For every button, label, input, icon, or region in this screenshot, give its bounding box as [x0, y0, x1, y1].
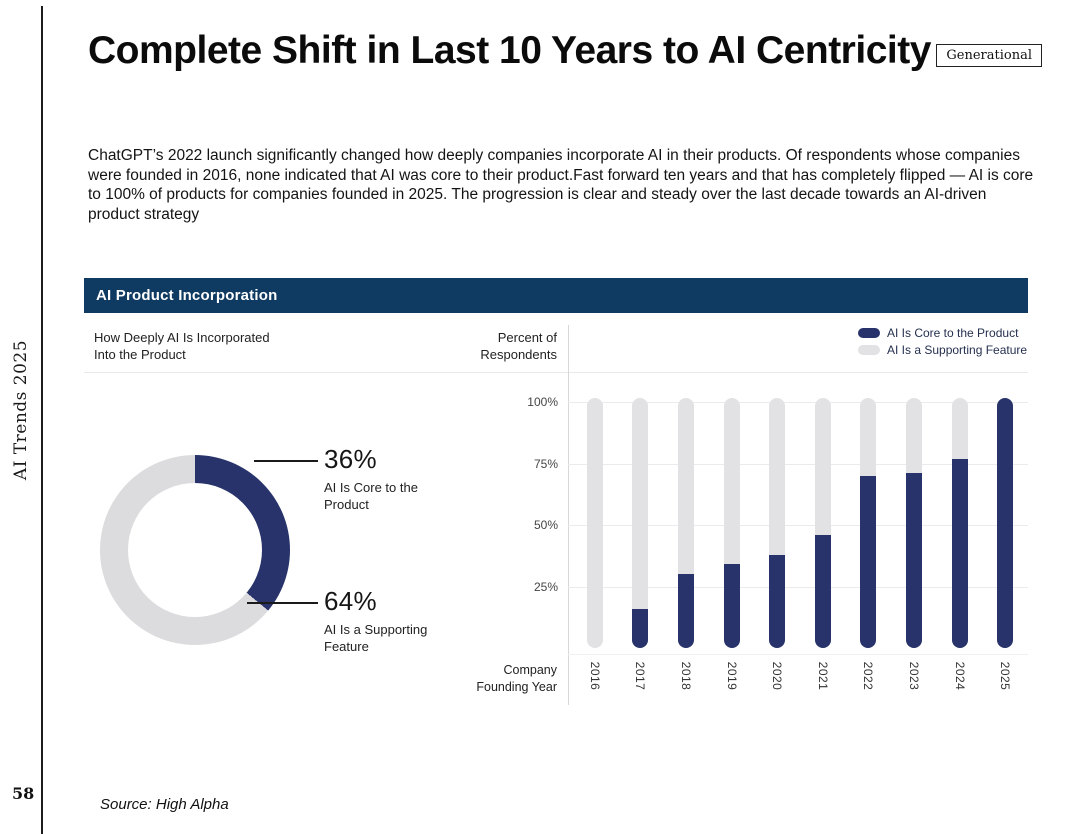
panel-title: AI Product Incorporation: [96, 287, 278, 304]
donut-chart: [100, 455, 290, 645]
x-tick-label-2021: 2021: [815, 661, 830, 691]
x-tick-label-2024: 2024: [952, 661, 967, 691]
x-axis-baseline: [568, 654, 1028, 655]
bar-supporting-2016: [586, 398, 603, 648]
intro-paragraph: ChatGPT’s 2022 launch significantly chan…: [88, 147, 1034, 224]
chart-top-divider: [84, 372, 1028, 373]
legend-swatch: [858, 328, 880, 338]
page-number: 58: [12, 784, 35, 803]
x-axis-title: Company Founding Year: [476, 663, 557, 694]
source-note: Source: High Alpha: [100, 796, 229, 813]
gridline-25: [568, 586, 1028, 588]
bar-core-2020: [769, 555, 786, 648]
legend-label: AI Is a Supporting Feature: [887, 343, 1028, 357]
y-axis-title: Percent of Respondents: [480, 330, 557, 362]
gridline-100: [568, 402, 1028, 403]
x-tick-label-2022: 2022: [861, 661, 876, 691]
x-tick-label-2020: 2020: [770, 661, 785, 691]
core-percentage: 36%: [324, 444, 377, 474]
panel-title-bar: AI Product Incorporation: [84, 278, 1028, 313]
core-callout-line: [254, 460, 318, 462]
gridline-50: [568, 525, 1028, 526]
x-tick-label-2016: 2016: [587, 661, 602, 691]
legend-item: AI Is a Supporting Feature: [858, 343, 1027, 357]
panel-body: How Deeply AI Is Incorporated Into the P…: [84, 313, 1028, 710]
bar-core-2024: [951, 459, 968, 648]
legend-swatch: [858, 345, 880, 355]
bar-core-2018: [678, 574, 694, 648]
slide-title: Complete Shift in Last 10 Years to AI Ce…: [88, 29, 931, 72]
bar-core-2017: [632, 609, 649, 648]
chart-panel: AI Product Incorporation How Deeply AI I…: [84, 278, 1028, 710]
y-tick-label: 75%: [533, 456, 558, 471]
y-tick-label: 25%: [533, 579, 558, 594]
x-tick-label-2023: 2023: [907, 661, 921, 691]
core-caption: AI Is Core to the Product: [324, 480, 418, 512]
category-badge: Generational: [936, 44, 1042, 67]
y-axis-line: [568, 325, 569, 705]
x-tick-label-2017: 2017: [633, 661, 648, 691]
bar-supporting-2017: [632, 398, 649, 648]
supporting-callout-line: [247, 602, 318, 604]
bar-core-2021: [814, 535, 831, 648]
bar-core-2019: [723, 564, 740, 648]
x-tick-label-2019: 2019: [724, 661, 739, 691]
donut-chart-label: How Deeply AI Is Incorporated Into the P…: [94, 330, 270, 362]
supporting-percentage: 64%: [324, 586, 377, 616]
y-tick-label: 100%: [527, 395, 558, 409]
bar-core-2022: [860, 476, 877, 648]
chart-legend: AI Is Core to the Product AI Is a Support…: [858, 326, 1027, 357]
legend-item: AI Is Core to the Product: [858, 326, 1027, 340]
gridline-75: [568, 463, 1028, 465]
y-tick-label: 50%: [533, 518, 558, 532]
x-tick-label-2018: 2018: [679, 661, 693, 691]
bar-core-2025: [997, 398, 1014, 648]
left-vertical-rule: [41, 6, 43, 834]
legend-label: AI Is Core to the Product: [887, 326, 1019, 340]
sidebar-vertical-title: AI Trends 2025: [11, 339, 31, 481]
x-tick-label-2025: 2025: [998, 661, 1013, 691]
supporting-caption: AI Is a Supporting Feature: [324, 622, 428, 654]
bar-core-2023: [906, 473, 922, 648]
